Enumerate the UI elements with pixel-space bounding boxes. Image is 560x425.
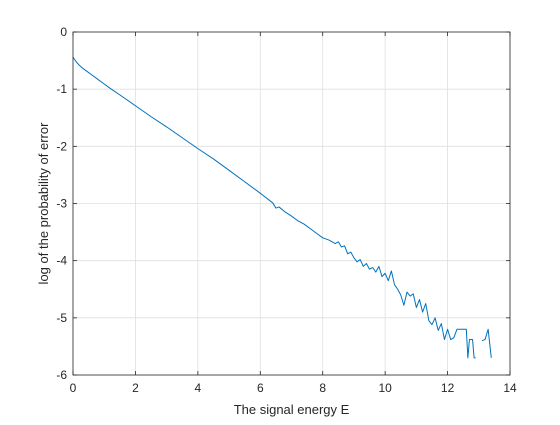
y-tick-label: -4 (56, 254, 67, 268)
series-line-segment (481, 328, 492, 358)
y-tick-label: 0 (60, 25, 67, 39)
x-tick-label: 12 (441, 381, 455, 395)
x-tick-label: 14 (503, 381, 517, 395)
y-tick-label: -2 (56, 139, 67, 153)
x-tick-label: 0 (70, 381, 77, 395)
ticks: 0 2 4 6 8 10 12 14 0 -1 -2 -3 -4 -5 -6 (56, 25, 517, 395)
y-tick-label: -5 (56, 311, 67, 325)
y-tick-label: -3 (56, 197, 67, 211)
x-tick-label: 8 (319, 381, 326, 395)
x-tick-label: 10 (378, 381, 392, 395)
x-tick-label: 6 (257, 381, 264, 395)
x-axis-label: The signal energy E (234, 402, 350, 417)
y-axis-label: log of the probability of error (36, 122, 51, 285)
y-tick-label: -1 (56, 82, 67, 96)
series-group (72, 56, 492, 359)
x-tick-label: 2 (132, 381, 139, 395)
series-line-segment (72, 56, 476, 359)
x-tick-label: 4 (195, 381, 202, 395)
y-tick-label: -6 (56, 368, 67, 382)
